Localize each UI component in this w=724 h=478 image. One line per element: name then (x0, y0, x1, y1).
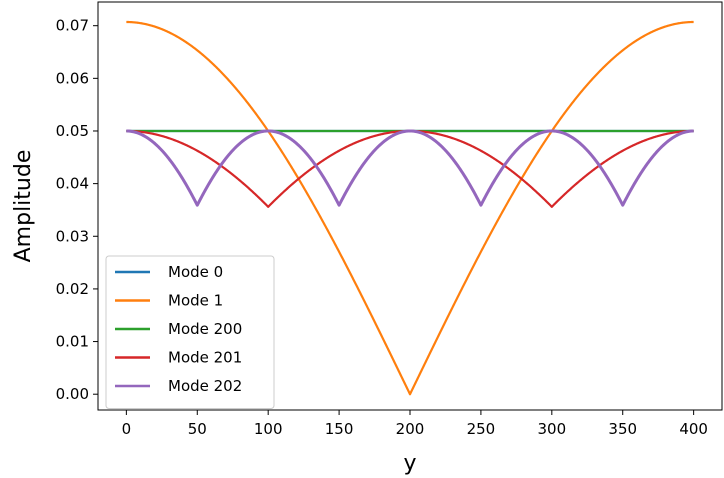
legend-box (105, 255, 275, 409)
x-tick-label: 200 (396, 420, 425, 438)
y-axis: 0.00 0.01 0.02 0.03 0.04 0.05 0.06 0.07 (56, 17, 98, 403)
x-axis: 0 50 100 150 200 250 300 350 400 (122, 410, 708, 438)
y-tick-label: 0.01 (56, 333, 89, 351)
legend: Mode 0 Mode 1 Mode 200 Mode 201 Mode 202 (105, 255, 275, 409)
x-tick-label: 150 (325, 420, 354, 438)
legend-label-mode-1: Mode 1 (168, 292, 223, 310)
y-tick-label: 0.00 (56, 385, 89, 403)
y-tick-label: 0.04 (56, 175, 89, 193)
x-tick-label: 50 (188, 420, 207, 438)
legend-label-mode-201: Mode 201 (168, 349, 242, 367)
series-line-mode-202 (125, 129, 695, 207)
y-axis-label: Amplitude (11, 150, 36, 263)
y-tick-label: 0.05 (56, 122, 89, 140)
legend-label-mode-202: Mode 202 (168, 377, 242, 395)
legend-label-mode-0: Mode 0 (168, 263, 223, 281)
x-tick-label: 250 (467, 420, 496, 438)
y-tick-label: 0.06 (56, 69, 89, 87)
y-tick-label: 0.07 (56, 17, 89, 35)
x-axis-label: y (403, 451, 416, 476)
y-tick-label: 0.02 (56, 280, 89, 298)
x-tick-label: 300 (537, 420, 566, 438)
series-line-mode-1 (125, 20, 695, 396)
x-tick-label: 400 (679, 420, 708, 438)
legend-label-mode-200: Mode 200 (168, 320, 242, 338)
x-tick-label: 350 (608, 420, 637, 438)
x-tick-label: 0 (122, 420, 132, 438)
y-tick-label: 0.03 (56, 227, 89, 245)
series-layer (125, 20, 695, 396)
x-tick-label: 100 (254, 420, 283, 438)
